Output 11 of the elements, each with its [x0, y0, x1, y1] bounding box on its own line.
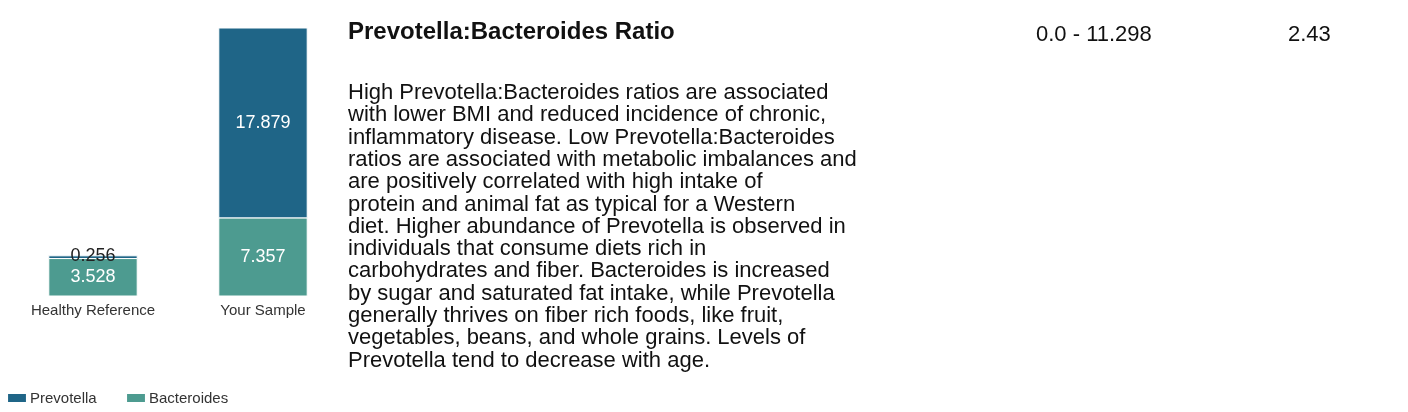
x-tick-label: Healthy Reference — [30, 300, 156, 318]
data-label: 17.879 — [235, 111, 291, 132]
data-label: 7.357 — [240, 245, 286, 266]
legend-label: Prevotella — [30, 389, 98, 406]
x-tick-label: Your Sample — [220, 300, 306, 318]
text: 0.0 - 11.298 — [1036, 21, 1152, 46]
data-label: 3.528 — [70, 266, 116, 287]
text: High Prevotella:Bacteroides ratios are associated with lower BMI and reduced incidence of chronic, inflammatory disease. Low Prevotella:Bacteroides ratios are associated with metabolic imbalances and are positively correlated with high intake of protein and animal fat as typical for a Western diet. Higher abundance of Prevotella is observed in individuals that consume diets rich in carbohydrates and fiber. Bacteroides is increased by sugar and saturated fat intake, while Prevotella generally thrives on fiber rich foods, like fruit, vegetables, beans, and whole grains. Levels of Prevotella tend to decrease with age. — [348, 79, 857, 372]
text: Prevotella:Bacteroides Ratio — [348, 17, 675, 44]
text: 2.43 — [1288, 21, 1331, 46]
legend-label: Bacteroides — [149, 389, 229, 406]
